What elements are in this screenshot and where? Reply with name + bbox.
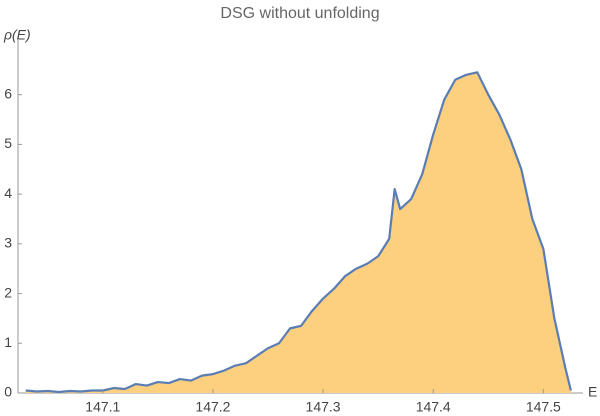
y-tick-label: 1 <box>4 334 12 350</box>
x-tick-label: 147.1 <box>85 399 120 415</box>
x-tick-label: 147.4 <box>416 399 451 415</box>
y-tick-label: 0 <box>4 384 12 400</box>
area-fill <box>25 72 571 393</box>
x-tick-label: 147.3 <box>306 399 341 415</box>
chart-title: DSG without unfolding <box>220 5 379 22</box>
x-tick-label: 147.5 <box>526 399 561 415</box>
y-tick-label: 4 <box>4 185 12 201</box>
line <box>25 71 572 394</box>
y-tick-label: 5 <box>4 135 12 151</box>
y-tick-label: 6 <box>4 85 12 101</box>
x-tick-label: 147.2 <box>195 399 230 415</box>
x-axis-label: E <box>588 384 597 400</box>
y-tick-label: 2 <box>4 284 12 300</box>
y-axis-label: ρ(E) <box>3 27 31 43</box>
y-tick-label: 3 <box>4 235 12 251</box>
